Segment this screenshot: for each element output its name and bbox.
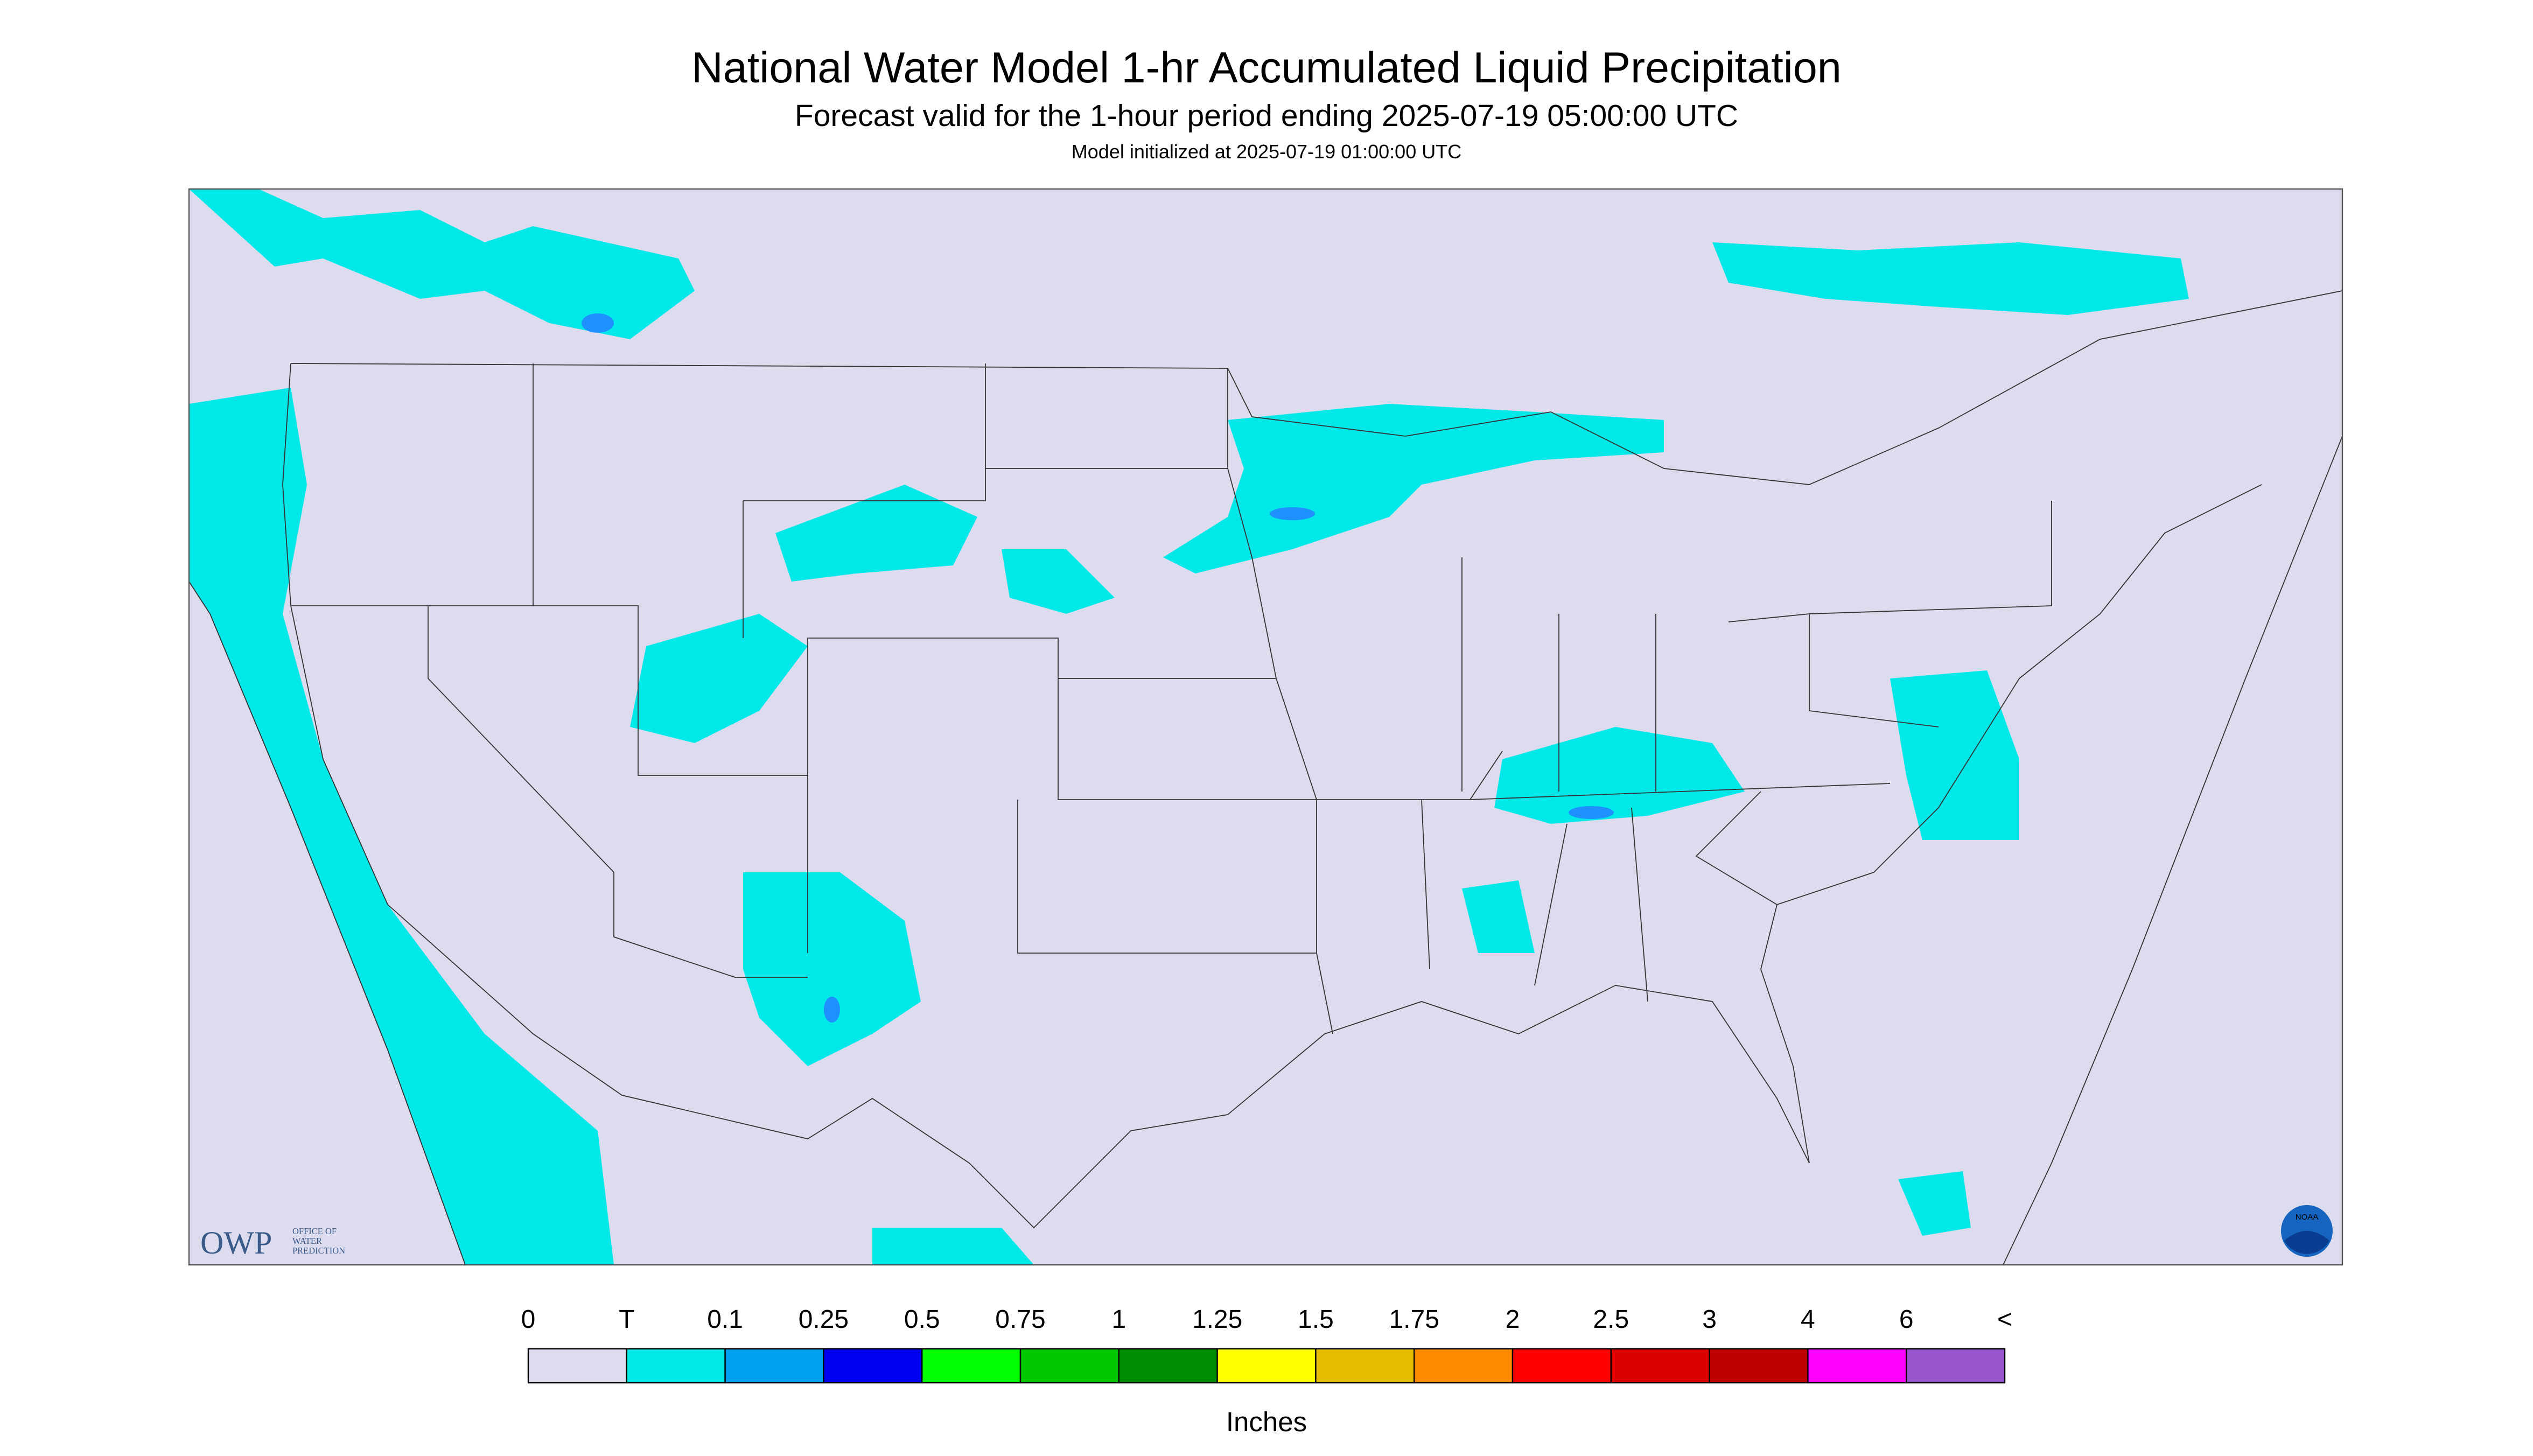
legend-swatch xyxy=(1709,1348,1809,1384)
precip-area xyxy=(1163,404,1664,574)
legend-swatch xyxy=(1315,1348,1415,1384)
legend-swatch xyxy=(1512,1348,1612,1384)
precip-area xyxy=(1890,670,2019,841)
precip-area xyxy=(630,614,808,744)
init-note: Model initialized at 2025-07-19 01:00:00… xyxy=(1072,141,1461,163)
legend-swatch xyxy=(1807,1348,1907,1384)
legend-label: 0.5 xyxy=(904,1305,940,1334)
legend-label: 1 xyxy=(1111,1305,1126,1334)
map: OWP OFFICE OF WATER PREDICTION NOAA xyxy=(188,188,2343,1266)
precip-area xyxy=(872,1228,1034,1265)
legend-swatch xyxy=(1118,1348,1218,1384)
projection-edge xyxy=(2003,436,2342,1265)
title: National Water Model 1-hr Accumulated Li… xyxy=(691,44,1842,92)
legend: 0 T 0.1 0.25 0.5 0.75 1 1.25 1.5 1.75 2 2.5 3 4 6 < xyxy=(521,1305,2012,1384)
precip-area xyxy=(824,997,840,1023)
precip-area xyxy=(1002,549,1115,614)
legend-swatch xyxy=(921,1348,1021,1384)
precip-area xyxy=(1270,507,1315,521)
legend-label: 1.75 xyxy=(1389,1305,1439,1334)
legend-label: 3 xyxy=(1702,1305,1717,1334)
legend-label: T xyxy=(619,1305,634,1334)
precip-area xyxy=(582,313,614,333)
legend-swatch xyxy=(823,1348,923,1384)
owp-logo-text: PREDICTION xyxy=(292,1245,345,1256)
precip-area xyxy=(189,189,695,340)
legend-label: 2.5 xyxy=(1593,1305,1629,1334)
legend-swatch xyxy=(1905,1348,2006,1384)
legend-swatch xyxy=(1610,1348,1710,1384)
owp-logo: OWP xyxy=(200,1225,272,1261)
border-line xyxy=(291,363,2052,1034)
legend-swatch xyxy=(1019,1348,1120,1384)
legend-swatch xyxy=(527,1348,628,1384)
legend-label: < xyxy=(1997,1305,2012,1334)
legend-label: 0.75 xyxy=(995,1305,1045,1334)
subtitle: Forecast valid for the 1-hour period end… xyxy=(795,99,1738,133)
noaa-logo-text: NOAA xyxy=(2296,1213,2319,1222)
projection-edge-line xyxy=(188,436,2343,1265)
precip-area xyxy=(1462,880,1535,954)
precip-area xyxy=(1494,727,1745,824)
owp-logo-text: WATER xyxy=(292,1236,322,1246)
precip-area xyxy=(775,485,977,582)
legend-label: 1.5 xyxy=(1298,1305,1334,1334)
legend-units: Inches xyxy=(1226,1406,1307,1437)
projection-edge xyxy=(189,582,465,1265)
legend-swatch xyxy=(724,1348,824,1384)
legend-label: 0.25 xyxy=(799,1305,849,1334)
owp-logo-text: OFFICE OF xyxy=(292,1226,337,1236)
legend-swatch xyxy=(1216,1348,1317,1384)
legend-label: 0 xyxy=(521,1305,536,1334)
legend-swatch xyxy=(626,1348,726,1384)
precip-area xyxy=(1712,242,2189,316)
legend-label: 4 xyxy=(1801,1305,1815,1334)
legend-label: 1.25 xyxy=(1192,1305,1242,1334)
map-frame xyxy=(188,188,2343,1266)
noaa-logo-wave xyxy=(2284,1231,2329,1254)
precip-area xyxy=(743,872,921,1067)
border-line xyxy=(282,363,2262,1229)
legend-swatch xyxy=(1414,1348,1514,1384)
precip-area xyxy=(189,388,614,1265)
precip-area xyxy=(1569,806,1614,820)
precip-area xyxy=(1898,1171,1971,1236)
legend-label: 6 xyxy=(1899,1305,1914,1334)
legend-label: 0.1 xyxy=(707,1305,743,1334)
legend-label: 2 xyxy=(1506,1305,1520,1334)
border-line xyxy=(290,290,2343,485)
